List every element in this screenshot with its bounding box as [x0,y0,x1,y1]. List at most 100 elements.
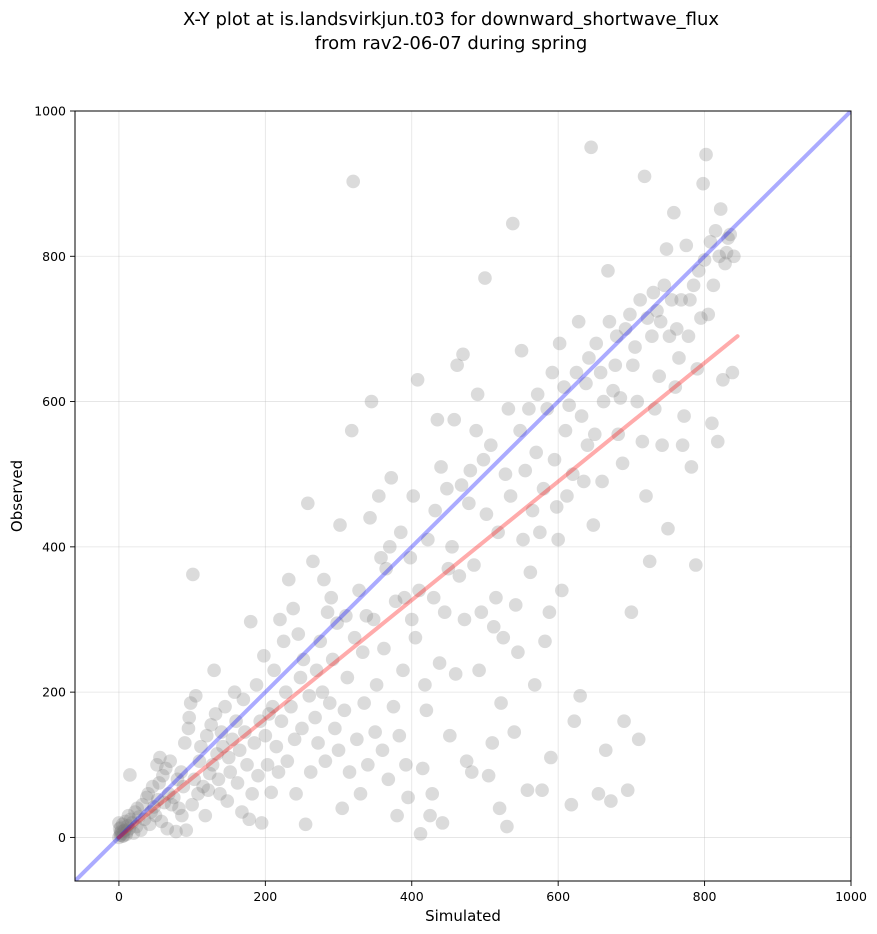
data-point [325,652,340,667]
data-point [560,489,574,503]
data-point [186,567,200,582]
data-point [213,787,227,801]
data-point [119,827,134,842]
data-point [392,728,407,743]
data-point [620,783,635,797]
data-point [161,787,176,801]
data-point [691,264,706,278]
data-point [551,532,565,547]
y-tick-label: 600 [42,394,66,409]
chart-title-line-2: from rav2-06-07 during spring [315,33,588,54]
data-point [694,311,708,325]
x-tick-label: 0 [115,889,123,904]
data-point [191,787,205,801]
axis-ticks: 0 200 400 600 800 1000 0 200 400 600 800 1000 [34,104,867,905]
data-point [580,438,595,452]
data-point [566,467,580,482]
data-point [267,663,281,678]
data-point [596,394,611,409]
data-point [399,757,413,772]
data-point [697,253,712,267]
data-point [156,768,170,783]
data-point [584,140,598,155]
data-point [587,427,602,442]
data-point [576,474,591,489]
data-point [128,805,142,819]
data-point [273,612,287,627]
data-point [525,503,540,518]
data-point [727,249,741,264]
data-point [284,699,298,714]
data-point [232,743,247,758]
data-point [274,714,289,728]
data-point [646,285,661,300]
data-point [601,264,615,278]
data-point [302,688,317,703]
data-point [635,434,650,449]
data-point [631,732,646,747]
data-point [309,663,324,678]
x-tick-label: 600 [546,889,570,904]
data-point [174,765,188,779]
data-point [167,790,181,805]
data-point [633,293,647,307]
data-point [247,736,262,750]
data-point [432,656,447,670]
data-point [413,826,428,841]
data-point [216,739,230,754]
data-point [265,699,280,714]
data-point [403,550,418,565]
data-point [114,820,128,835]
data-point [690,362,705,376]
data-point [158,761,173,776]
data-point [586,518,601,532]
data-point [280,754,295,768]
data-point [271,765,286,779]
data-point [718,256,732,271]
data-point [262,707,276,721]
data-point [163,754,177,768]
data-point [339,609,353,623]
data-point [170,772,185,787]
data-point [481,768,496,783]
data-point [454,478,469,492]
data-point [684,460,699,474]
x-tick-label: 1000 [835,889,867,904]
data-point [708,224,723,238]
data-point [340,670,355,685]
data-point [437,605,452,620]
data-point [386,699,401,714]
data-point [390,808,404,823]
data-point [320,605,335,620]
data-point [115,817,130,832]
data-point [579,376,593,391]
data-point [611,427,625,442]
data-point [650,303,664,318]
data-point [505,216,520,231]
data-point [725,365,740,380]
data-point [679,238,694,253]
data-point [492,801,507,816]
data-point [520,783,535,797]
data-point [286,601,300,616]
data-point [428,503,442,518]
data-point [164,797,179,812]
data-point [423,808,437,823]
data-point [230,776,245,790]
data-point [540,402,554,416]
data-point [511,645,525,659]
data-point [648,402,662,416]
data-point [457,612,472,627]
data-point [295,721,309,736]
data-point [249,678,264,692]
data-point [598,743,613,758]
data-point [306,554,320,569]
data-point [564,797,579,812]
data-point [415,761,430,776]
data-point [169,824,183,839]
data-point [536,481,551,496]
data-point [130,801,145,816]
data-point [240,757,254,772]
data-point [208,707,223,721]
data-point [498,467,513,482]
